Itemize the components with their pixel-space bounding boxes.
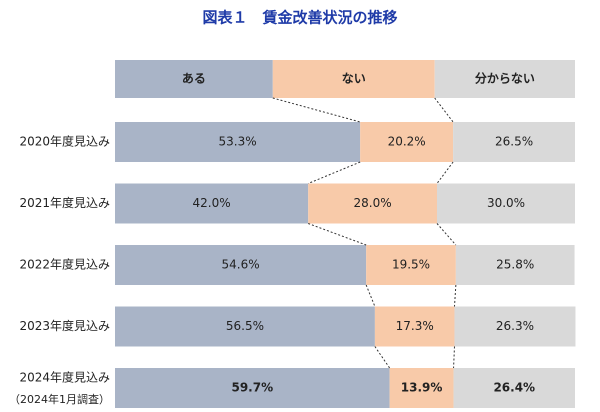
bar-segment [455, 245, 575, 285]
value-label: 13.9% [401, 381, 443, 395]
category-label: 2020年度見込み [19, 134, 110, 149]
value-label: 28.0% [354, 196, 392, 210]
legend-swatch [115, 60, 273, 98]
value-label: 59.7% [231, 381, 273, 395]
bar-segment [115, 306, 375, 347]
value-label: 30.0% [487, 196, 525, 210]
category-sublabel: （2024年1月調査） [9, 392, 110, 406]
bar-segment [115, 368, 390, 408]
bar-segment [115, 245, 367, 285]
connector [272, 97, 361, 123]
bar-segment [360, 122, 454, 162]
value-label: 53.3% [219, 135, 257, 149]
connector [308, 223, 367, 246]
bar-segment [454, 306, 576, 347]
connector [374, 346, 391, 369]
value-label: 19.5% [392, 258, 430, 272]
connector [434, 97, 454, 123]
connector [365, 284, 376, 307]
value-label: 26.4% [493, 381, 535, 395]
legend-swatch [272, 60, 435, 98]
value-label: 25.8% [496, 258, 534, 272]
category-label: 2022年度見込み [19, 257, 110, 272]
bar-segment [308, 183, 437, 224]
category-label: 2023年度見込み [19, 318, 110, 333]
connector [436, 223, 457, 246]
bar-segment [115, 122, 361, 162]
value-label: 54.6% [222, 258, 260, 272]
bar-segment [366, 245, 456, 285]
value-label: 42.0% [193, 196, 231, 210]
bar-segment [453, 368, 575, 408]
legend-swatch [434, 60, 575, 98]
value-label: 26.5% [495, 135, 533, 149]
value-label: 56.5% [226, 319, 264, 333]
bar-segment [115, 183, 309, 224]
connector [308, 161, 361, 184]
category-label: 2024年度見込み [19, 370, 110, 385]
value-label: 17.3% [396, 319, 434, 333]
bar-segment [389, 368, 454, 408]
bar-segment [437, 183, 575, 224]
legend-label: ない [342, 72, 366, 86]
connector [453, 346, 455, 369]
legend-label: ある [182, 72, 206, 86]
category-label: 2021年度見込み [19, 195, 110, 210]
bar-segment [374, 306, 455, 347]
value-label: 26.3% [496, 319, 534, 333]
bar-segment [453, 122, 575, 162]
legend-label: 分からない [475, 71, 535, 86]
connector [436, 161, 454, 184]
value-label: 20.2% [388, 135, 426, 149]
connector [453, 284, 457, 307]
chart-title: 図表１ 賃金改善状況の推移 [202, 9, 397, 27]
